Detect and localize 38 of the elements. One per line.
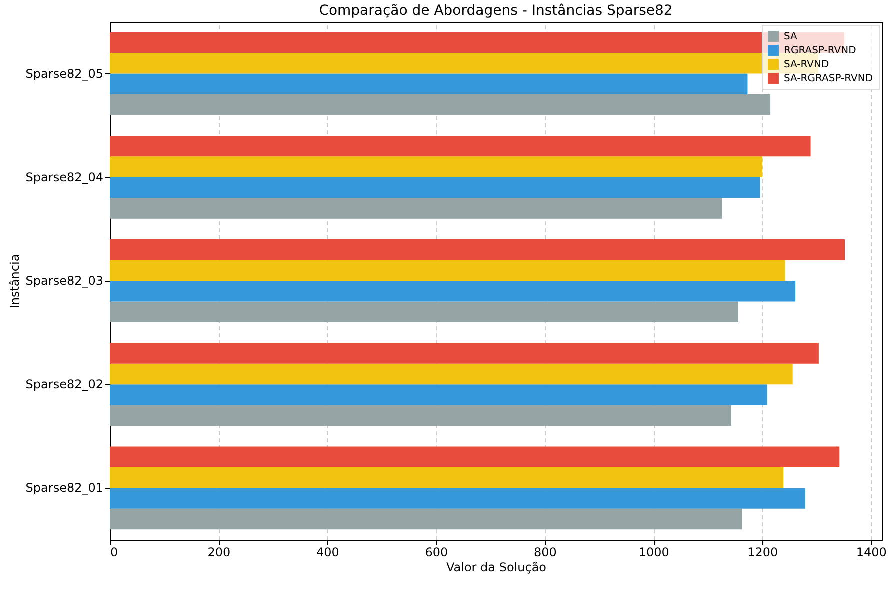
x-tick-label: 0: [110, 546, 118, 560]
bar: [110, 260, 786, 281]
legend-label: RGRASP-RVND: [784, 46, 857, 56]
bar: [110, 343, 819, 364]
chart-title: Comparação de Abordagens - Instâncias Sparse82: [319, 3, 673, 19]
y-tick-label: Sparse82_01: [26, 481, 104, 496]
x-tick-label: 1200: [748, 546, 778, 560]
x-tick-label: 200: [208, 546, 231, 560]
legend-label: SA-RVND: [784, 60, 830, 70]
y-tick-label: Sparse82_02: [26, 378, 104, 392]
bar: [110, 156, 762, 178]
bar: [110, 136, 811, 157]
y-tick-label: Sparse82_04: [26, 170, 104, 184]
bar: [110, 508, 742, 530]
x-tick-label: 800: [534, 546, 557, 560]
bar: [110, 302, 738, 322]
bar: [110, 467, 784, 488]
x-tick-label: 400: [316, 546, 340, 560]
bar: [110, 364, 793, 385]
bar: [110, 198, 722, 219]
legend-label: SA: [784, 32, 798, 42]
bar: [110, 384, 768, 406]
x-tick-label: 1000: [638, 546, 670, 560]
y-tick-label: Sparse82_05: [26, 66, 104, 81]
bar: [110, 74, 748, 95]
bar: [110, 177, 760, 198]
x-tick-label: 600: [425, 546, 448, 560]
bar: [110, 240, 846, 260]
x-axis-title: Valor da Solução: [446, 560, 547, 574]
bar: [110, 94, 771, 116]
bar: [110, 446, 840, 468]
legend-label: SA-RGRASP-RVND: [784, 74, 874, 84]
y-axis-title: Instância: [8, 254, 22, 309]
bar: [110, 281, 796, 302]
bar: [110, 405, 732, 426]
y-tick-label: Sparse82_03: [26, 274, 104, 288]
bar: [110, 488, 806, 509]
x-tick-label: 1400: [856, 546, 887, 560]
